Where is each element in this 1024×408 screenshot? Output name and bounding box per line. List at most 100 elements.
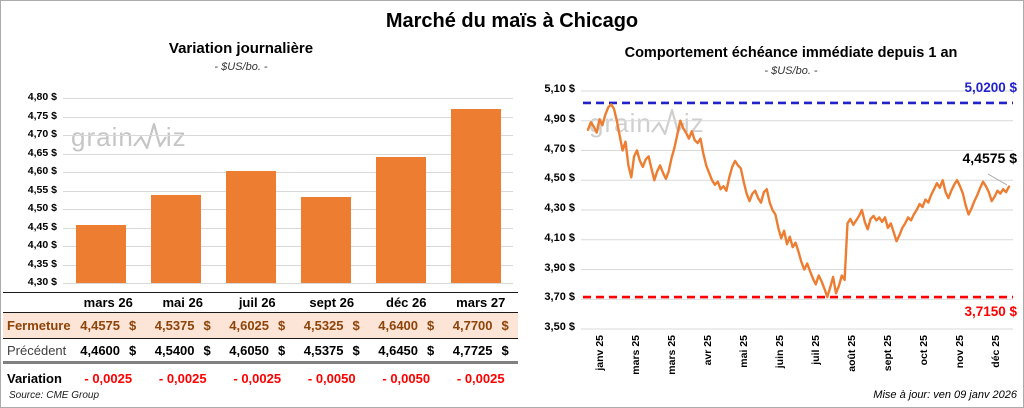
y-axis-tick-label: 3,50 $ xyxy=(544,321,575,333)
cell-value: 4,4600 xyxy=(80,342,121,358)
y-axis-tick-label: 4,70 $ xyxy=(544,142,575,155)
table-row: Fermeture 4,4575 $4,5375 $ 4,6025 $4,5325 $4,6… xyxy=(3,313,518,339)
low-reference-label: 3,7150 $ xyxy=(964,304,1017,319)
table-cell: - 0,0025 xyxy=(444,371,519,386)
currency-symbol: $ xyxy=(352,318,360,333)
table-cell: 4,6050 $ xyxy=(220,343,295,358)
cell-value: 4,6050 xyxy=(229,342,270,358)
currency-symbol: $ xyxy=(352,342,360,358)
row-label: Précédent xyxy=(7,342,67,358)
y-axis-tick-label: 3,70 $ xyxy=(544,291,575,304)
x-axis-tick-label: juil 25 xyxy=(810,335,822,366)
y-axis-tick-label: 4,70 $ xyxy=(27,128,57,140)
page-title: Marché du maïs à Chicago xyxy=(385,10,639,32)
gridline xyxy=(63,264,513,266)
watermark-grainwiz: grain iz xyxy=(71,121,187,153)
column-header: mars 27 xyxy=(456,295,506,310)
bar-mars-26 xyxy=(75,224,126,283)
table-cell: 4,4600 $ xyxy=(71,343,146,358)
table-cell: - 0,0050 xyxy=(295,371,370,386)
line-chart-subtitle: - $US/bo. - xyxy=(764,65,818,77)
y-axis-tick-label: 4,45 $ xyxy=(27,220,57,233)
y-axis-tick-label: 4,30 $ xyxy=(27,276,57,288)
row-label: Variation xyxy=(7,370,62,386)
bar-mars-27 xyxy=(450,109,501,283)
bar-déc-26 xyxy=(375,157,426,283)
table-cell: - 0,0025 xyxy=(146,371,221,386)
y-axis-tick-label: 4,10 $ xyxy=(544,231,575,244)
futures-table: mars 26 mai 26 juil 26 sept 26 déc 26 mars 27… xyxy=(3,292,518,392)
row-label: Fermeture xyxy=(7,318,71,333)
y-axis-tick-label: 4,55 $ xyxy=(27,183,57,196)
gridline xyxy=(63,116,513,118)
y-axis-tick-label: 4,90 $ xyxy=(544,112,575,125)
gridline xyxy=(63,98,513,99)
cell-value: - 0,0025 xyxy=(233,370,282,386)
watermark-spike-icon xyxy=(132,122,167,150)
x-axis-tick-label: oct 25 xyxy=(918,335,930,366)
table-cell: 4,7725 $ xyxy=(444,343,519,358)
cell-value: - 0,0025 xyxy=(158,370,207,386)
label-leader-line xyxy=(987,173,1008,186)
cell-value: - 0,0050 xyxy=(382,370,431,386)
cell-value: 4,5325 xyxy=(303,318,344,333)
x-axis-tick-label: mai 25 xyxy=(738,335,750,368)
gridline xyxy=(63,153,513,155)
cell-value: 4,7700 xyxy=(452,318,493,333)
watermark-text-part2: iz xyxy=(165,122,187,152)
currency-symbol: $ xyxy=(129,318,137,333)
table-cell: 4,6025 $ xyxy=(220,318,295,333)
x-axis-tick-label: janv 25 xyxy=(594,335,606,372)
y-axis-tick-label: 4,65 $ xyxy=(27,146,57,159)
gridline xyxy=(63,190,513,192)
table-row: Variation - 0,0025 - 0,0025 - 0,0025 - 0,005… xyxy=(3,364,518,392)
currency-symbol: $ xyxy=(501,342,509,358)
gridline xyxy=(63,209,513,210)
table-cell: 4,7700 $ xyxy=(444,318,519,333)
table-row: Précédent 4,4600 $4,5400 $4,6050 $4,5375 $4,6… xyxy=(3,339,518,364)
gridline xyxy=(63,135,513,136)
y-axis-tick-label: 4,50 $ xyxy=(544,172,575,185)
table-cell: - 0,0025 xyxy=(220,371,295,386)
watermark-text-part1: grain xyxy=(71,122,134,152)
table-cell: 4,5400 $ xyxy=(146,343,221,358)
currency-symbol: $ xyxy=(501,318,509,333)
y-axis-tick-label: 4,35 $ xyxy=(27,257,57,270)
gridline xyxy=(63,246,513,247)
line-chart-title: Comportement échéance immédiate depuis 1… xyxy=(624,45,958,61)
y-axis-tick-label: 4,50 $ xyxy=(27,202,57,214)
currency-symbol: $ xyxy=(129,342,137,358)
y-axis-tick-label: 4,75 $ xyxy=(27,109,57,122)
table-cell: 4,5375 $ xyxy=(295,343,370,358)
x-axis-tick-label: juin 25 xyxy=(774,335,786,369)
currency-symbol: $ xyxy=(427,318,435,333)
currency-symbol: $ xyxy=(278,318,286,333)
x-axis-tick-label: mars 25 xyxy=(630,335,642,375)
currency-symbol: $ xyxy=(203,342,211,358)
bar-sept-26 xyxy=(300,196,351,283)
line-chart-plot: janv 25 mars 25 mars 25 avr 25 mai 25 juin 25… xyxy=(581,90,1013,375)
cell-value: 4,6025 xyxy=(229,318,270,333)
bar-juil-26 xyxy=(225,171,276,283)
cell-value: 4,7725 xyxy=(452,342,493,358)
cell-value: 4,5375 xyxy=(303,342,344,358)
table-cell: - 0,0050 xyxy=(369,371,444,386)
cell-value: - 0,0025 xyxy=(84,370,133,386)
table-cell: 4,5375 $ xyxy=(146,318,221,333)
x-axis-tick-label: nov 25 xyxy=(954,335,966,368)
table-cell: - 0,0025 xyxy=(71,371,146,386)
cell-value: - 0,0050 xyxy=(307,370,356,386)
column-header: sept 26 xyxy=(309,295,355,310)
table-header-row: mars 26 mai 26 juil 26 sept 26 déc 26 mars 27 xyxy=(3,292,518,313)
gridline xyxy=(63,283,513,284)
x-axis-tick-label: déc 25 xyxy=(990,335,1002,368)
table-cell: 4,6400 $ xyxy=(369,318,444,333)
cell-value: 4,6400 xyxy=(378,318,419,333)
cell-value: 4,4575 xyxy=(80,318,121,333)
bar-chart-subtitle: - $US/bo. - xyxy=(214,61,268,73)
watermark-text-part2: iz xyxy=(683,108,705,138)
gridline xyxy=(63,227,513,229)
bar-chart-title: Variation journalière xyxy=(168,40,314,57)
x-axis-tick-label: août 25 xyxy=(846,335,858,372)
high-reference-label: 5,0200 $ xyxy=(964,80,1017,95)
